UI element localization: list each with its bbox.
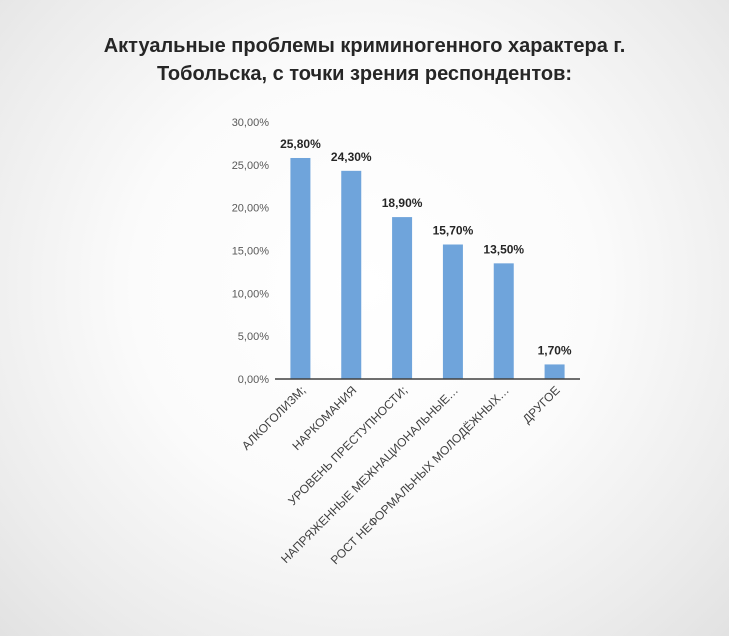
data-label: 18,90% xyxy=(382,196,423,210)
y-tick-label: 5,00% xyxy=(238,331,269,343)
y-tick-label: 30,00% xyxy=(232,117,270,129)
chart-title-line-1: Актуальные проблемы криминогенного харак… xyxy=(103,35,626,57)
bar xyxy=(341,170,362,379)
bar xyxy=(392,217,413,379)
x-tick-label: ДРУГОЕ xyxy=(520,383,563,426)
data-label: 15,70% xyxy=(433,224,474,238)
bar xyxy=(290,157,311,379)
data-label: 25,80% xyxy=(280,137,321,151)
data-label: 13,50% xyxy=(483,242,524,256)
bar xyxy=(493,263,514,379)
chart-title-line-2: Тобольска, с точки зрения респондентов: xyxy=(156,63,573,85)
x-tick-label: РОСТ НЕФОРМАЛЬНЫХ МОЛОДЁЖНЫХ… xyxy=(328,383,512,567)
y-tick-label: 20,00% xyxy=(232,203,270,215)
data-label: 1,70% xyxy=(538,343,572,357)
y-tick-label: 25,00% xyxy=(232,160,270,172)
y-tick-label: 15,00% xyxy=(232,246,270,258)
y-tick-label: 10,00% xyxy=(232,288,270,300)
y-tick-label: 0,00% xyxy=(238,374,269,386)
chart-title: Актуальные проблемы криминогенного харак… xyxy=(0,32,729,88)
bar xyxy=(442,244,463,379)
bar xyxy=(544,364,565,379)
x-tick-label: НАПРЯЖЕННЫЕ МЕЖНАЦИОНАЛЬНЫЕ… xyxy=(278,383,461,566)
data-label: 24,30% xyxy=(331,150,372,164)
